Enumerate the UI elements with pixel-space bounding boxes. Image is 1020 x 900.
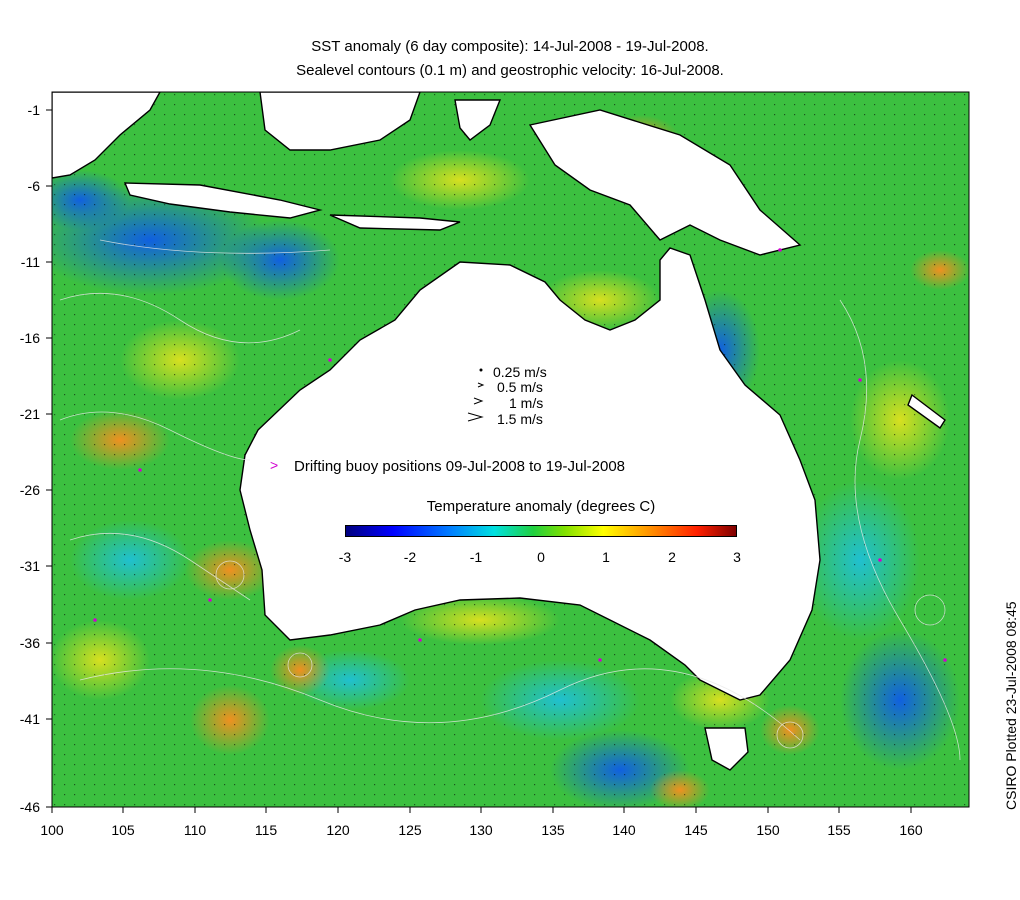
lat-tick-label: -6 (27, 178, 40, 194)
lat-tick-label: -46 (19, 799, 40, 815)
colorbar-tick-label: 3 (733, 549, 741, 565)
velocity-legend-label: 0.25 m/s (493, 364, 547, 380)
lon-tick-label: 110 (183, 822, 207, 838)
buoy-markers (93, 248, 947, 662)
velocity-legend-label: 0.5 m/s (497, 379, 543, 395)
lat-tick-label: -11 (20, 254, 40, 270)
plot-frame (51, 91, 970, 808)
lat-tick-label: -21 (19, 406, 40, 422)
map-subtitle: Sealevel contours (0.1 m) and geostrophi… (296, 62, 724, 79)
lat-tick-label: -1 (27, 102, 40, 118)
lon-tick-label: 130 (469, 822, 493, 838)
lon-tick-label: 155 (827, 822, 851, 838)
lon-tick-label: 100 (40, 822, 64, 838)
sst-field (52, 92, 969, 807)
lon-tick-label: 140 (612, 822, 636, 838)
lon-tick-label: 145 (684, 822, 708, 838)
lat-tick-label: -36 (19, 635, 40, 651)
velocity-legend-label: 1 m/s (509, 395, 544, 411)
lon-tick-label: 135 (541, 822, 565, 838)
sealevel-contours (59, 239, 961, 761)
lon-tick-label: 125 (398, 822, 422, 838)
colorbar-title: Temperature anomaly (degrees C) (426, 498, 656, 515)
lon-tick-label: 150 (756, 822, 780, 838)
axis-ticks (46, 109, 912, 813)
lon-tick-label: 115 (254, 822, 278, 838)
velocity-legend-arrows (467, 368, 485, 422)
buoy-legend-label: Drifting buoy positions 09-Jul-2008 to 1… (294, 458, 626, 475)
lat-tick-label: -26 (19, 482, 40, 498)
colorbar-tick-label: 1 (602, 549, 610, 565)
land (52, 92, 946, 771)
colorbar-tick-label: 0 (537, 549, 545, 565)
velocity-legend-label: 1.5 m/s (497, 411, 543, 427)
lat-tick-label: -31 (19, 558, 40, 574)
credit-label: CSIRO Plotted 23-Jul-2008 08:45 (1003, 601, 1019, 810)
lon-tick-label: 120 (326, 822, 350, 838)
lon-tick-label: 160 (899, 822, 923, 838)
lat-tick-label: -16 (19, 330, 40, 346)
lat-tick-label: -41 (19, 711, 40, 727)
colorbar (345, 525, 737, 537)
buoy-marker-icon: > (270, 457, 279, 473)
map-title: SST anomaly (6 day composite): 14-Jul-20… (311, 38, 709, 55)
colorbar-tick-label: -1 (469, 549, 483, 565)
lon-tick-label: 105 (111, 822, 135, 838)
colorbar-tick-label: -3 (338, 549, 352, 565)
colorbar-tick-label: -2 (403, 549, 417, 565)
colorbar-tick-label: 2 (668, 549, 676, 565)
